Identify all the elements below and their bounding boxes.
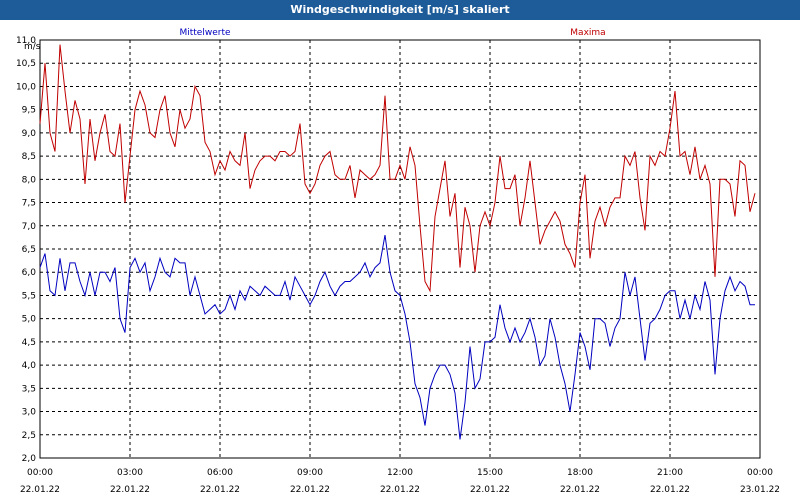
y-tick-label: 9,5 xyxy=(22,106,36,116)
y-tick-label: 4,0 xyxy=(22,361,37,371)
window-title: Windgeschwindigkeit [m/s] skaliert xyxy=(0,0,800,20)
y-tick-label: 2,5 xyxy=(22,431,36,441)
legend-mittelwerte: Mittelwerte xyxy=(179,28,230,38)
x-tick-time: 09:00 xyxy=(297,468,323,478)
y-tick-label: 2,0 xyxy=(22,454,37,464)
x-tick-time: 12:00 xyxy=(387,468,413,478)
y-tick-label: 11,0 xyxy=(16,36,36,46)
x-tick-date: 22.01.22 xyxy=(650,485,690,495)
y-tick-label: 7,5 xyxy=(22,199,36,209)
series-line-mittelwerte xyxy=(39,235,755,440)
x-tick-date: 22.01.22 xyxy=(560,485,600,495)
x-tick-time: 00:00 xyxy=(747,468,773,478)
y-tick-label: 10,0 xyxy=(16,82,36,92)
y-axis-ticks: 2,0 2,5 3,0 3,5 4,0 4,5 5,0 5,5 6,0 6,5 7,0 7,5 8,0 8… xyxy=(16,36,36,464)
y-tick-label: 7,0 xyxy=(22,222,37,232)
wind-speed-chart: 2,0 2,5 3,0 3,5 4,0 4,5 5,0 5,5 6,0 6,5 7,0 7,5 8,0 8… xyxy=(0,20,800,500)
y-axis-unit: m/s xyxy=(24,42,41,52)
x-tick-date: 22.01.22 xyxy=(290,485,330,495)
y-tick-label: 3,5 xyxy=(22,384,36,394)
x-axis-ticks: 00:00 22.01.22 03:00 22.01.22 06:00 22.01.22 0… xyxy=(20,468,780,495)
x-tick-time: 21:00 xyxy=(657,468,683,478)
y-tick-label: 8,5 xyxy=(22,152,36,162)
x-tick-date: 22.01.22 xyxy=(20,485,60,495)
x-tick-date: 22.01.22 xyxy=(380,485,420,495)
x-tick-time: 18:00 xyxy=(567,468,593,478)
x-tick-date: 22.01.22 xyxy=(110,485,150,495)
x-tick-time: 00:00 xyxy=(27,468,53,478)
x-tick-date: 22.01.22 xyxy=(470,485,510,495)
y-tick-label: 4,5 xyxy=(22,338,36,348)
x-tick-date: 22.01.22 xyxy=(200,485,240,495)
y-tick-label: 3,0 xyxy=(22,408,37,418)
legend-maxima: Maxima xyxy=(570,28,605,38)
y-tick-label: 5,5 xyxy=(22,291,36,301)
y-tick-label: 9,0 xyxy=(22,129,37,139)
y-tick-label: 8,0 xyxy=(22,175,37,185)
y-tick-label: 10,5 xyxy=(16,59,36,69)
x-tick-date: 23.01.22 xyxy=(740,485,780,495)
y-tick-label: 6,5 xyxy=(22,245,36,255)
x-tick-time: 06:00 xyxy=(207,468,233,478)
data-lines xyxy=(39,44,756,440)
x-tick-time: 03:00 xyxy=(117,468,143,478)
x-tick-time: 15:00 xyxy=(477,468,503,478)
y-tick-label: 6,0 xyxy=(22,268,37,278)
series-line-maxima xyxy=(39,44,756,293)
y-tick-label: 5,0 xyxy=(22,315,37,325)
